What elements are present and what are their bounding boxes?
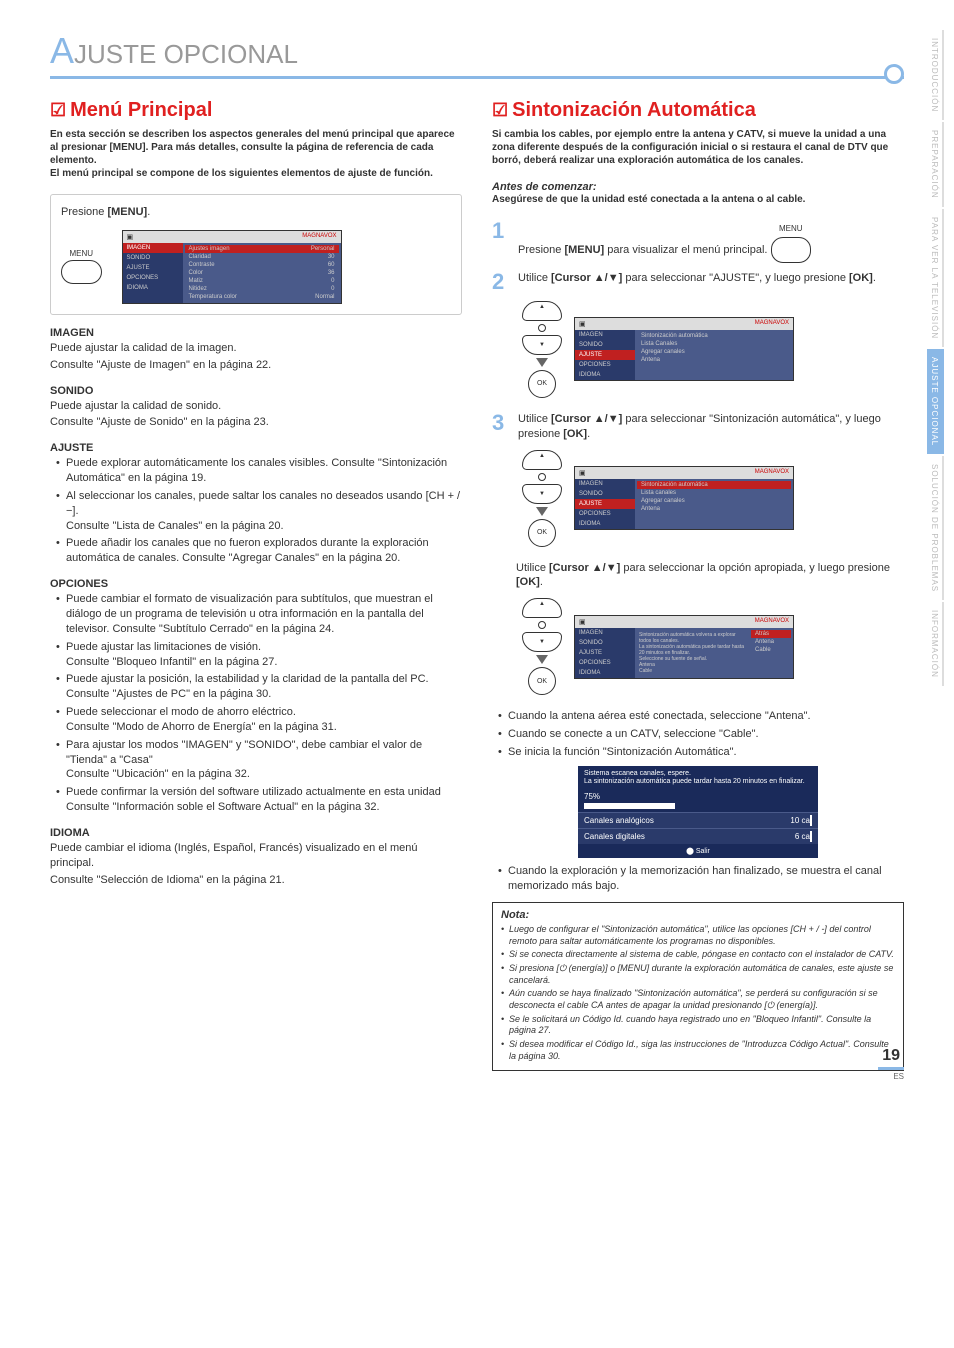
sub-heading: IDIOMA bbox=[50, 827, 462, 839]
sub-heading: AJUSTE bbox=[50, 442, 462, 454]
side-tab[interactable]: AJUSTE OPCIONAL bbox=[927, 349, 944, 454]
left-column: ☑Menú Principal En esta sección se descr… bbox=[50, 99, 462, 1071]
step-2: 2 Utilice [Cursor ▲/▼] para seleccionar … bbox=[492, 271, 904, 293]
title-letter: A bbox=[50, 30, 74, 71]
scan-progress-box: Sistema escanea canales, espere.La sinto… bbox=[578, 766, 818, 858]
page-number: 19 ES bbox=[878, 1047, 904, 1081]
title-rest: JUSTE OPCIONAL bbox=[74, 39, 298, 69]
cursor-control-icon: ▲ ▼ OK bbox=[522, 598, 562, 695]
step0-text: Presione [MENU]. bbox=[61, 205, 451, 220]
side-tab[interactable]: INTRODUCCIÓN bbox=[927, 30, 944, 120]
page-title: AJUSTE OPCIONAL bbox=[50, 30, 904, 79]
before-text: Asegúrese de que la unidad esté conectad… bbox=[492, 193, 904, 206]
before-label: Antes de comenzar: bbox=[492, 181, 904, 193]
step4-graphics: ▲ ▼ OK ▣MAGNAVOX IMAGENSONIDOAJUSTEOPCIO… bbox=[522, 598, 904, 695]
left-intro: En esta sección se describen los aspecto… bbox=[50, 128, 462, 180]
post-bullets: Cuando la antena aérea esté conectada, s… bbox=[492, 709, 904, 760]
cursor-control-icon: ▲ ▼ OK bbox=[522, 301, 562, 398]
sub-heading: OPCIONES bbox=[50, 578, 462, 590]
step3-graphics: ▲ ▼ OK ▣MAGNAVOX IMAGENSONIDOAJUSTEOPCIO… bbox=[522, 450, 904, 547]
ok-button-icon: OK bbox=[528, 519, 556, 547]
tv-screen-sint: ▣MAGNAVOX IMAGENSONIDOAJUSTEOPCIONESIDIO… bbox=[574, 466, 794, 530]
side-tab[interactable]: PARA VER LA TELEVISIÓN bbox=[927, 209, 944, 347]
mid-text: Utilice [Cursor ▲/▼] para seleccionar la… bbox=[516, 561, 904, 591]
right-heading: ☑Sintonización Automática bbox=[492, 99, 904, 122]
final-bullet: Cuando la exploración y la memorización … bbox=[492, 864, 904, 894]
tv-screen-imagen: ▣MAGNAVOX IMAGENSONIDOAJUSTEOPCIONESIDIO… bbox=[122, 230, 342, 304]
step2-graphics: ▲ ▼ OK ▣MAGNAVOX IMAGENSONIDOAJUSTEOPCIO… bbox=[522, 301, 904, 398]
side-tab[interactable]: INFORMACIÓN bbox=[927, 602, 944, 686]
nota-box: Nota: Luego de configurar el "Sintonizac… bbox=[492, 902, 904, 1072]
sub-heading: IMAGEN bbox=[50, 327, 462, 339]
menu-step-box: Presione [MENU]. MENU ▣MAGNAVOX IMAGENSO… bbox=[50, 194, 462, 315]
side-tab[interactable]: SOLUCIÓN DE PROBLEMAS bbox=[927, 456, 944, 600]
cursor-control-icon: ▲ ▼ OK bbox=[522, 450, 562, 547]
ok-button-icon: OK bbox=[528, 370, 556, 398]
left-heading: ☑Menú Principal bbox=[50, 99, 462, 122]
side-tab[interactable]: PREPARACIÓN bbox=[927, 122, 944, 207]
step-1: 1 Presione [MENU] para visualizar el men… bbox=[492, 220, 904, 263]
right-intro: Si cambia los cables, por ejemplo entre … bbox=[492, 128, 904, 167]
right-column: ☑Sintonización Automática Si cambia los … bbox=[492, 99, 904, 1071]
ok-button-icon: OK bbox=[528, 667, 556, 695]
tv-screen-source: ▣MAGNAVOX IMAGENSONIDOAJUSTEOPCIONESIDIO… bbox=[574, 615, 794, 679]
tv-screen-ajuste: ▣MAGNAVOX IMAGENSONIDOAJUSTEOPCIONESIDIO… bbox=[574, 317, 794, 381]
step-3: 3 Utilice [Cursor ▲/▼] para seleccionar … bbox=[492, 412, 904, 442]
sub-heading: SONIDO bbox=[50, 385, 462, 397]
remote-menu-button: MENU bbox=[61, 249, 102, 284]
